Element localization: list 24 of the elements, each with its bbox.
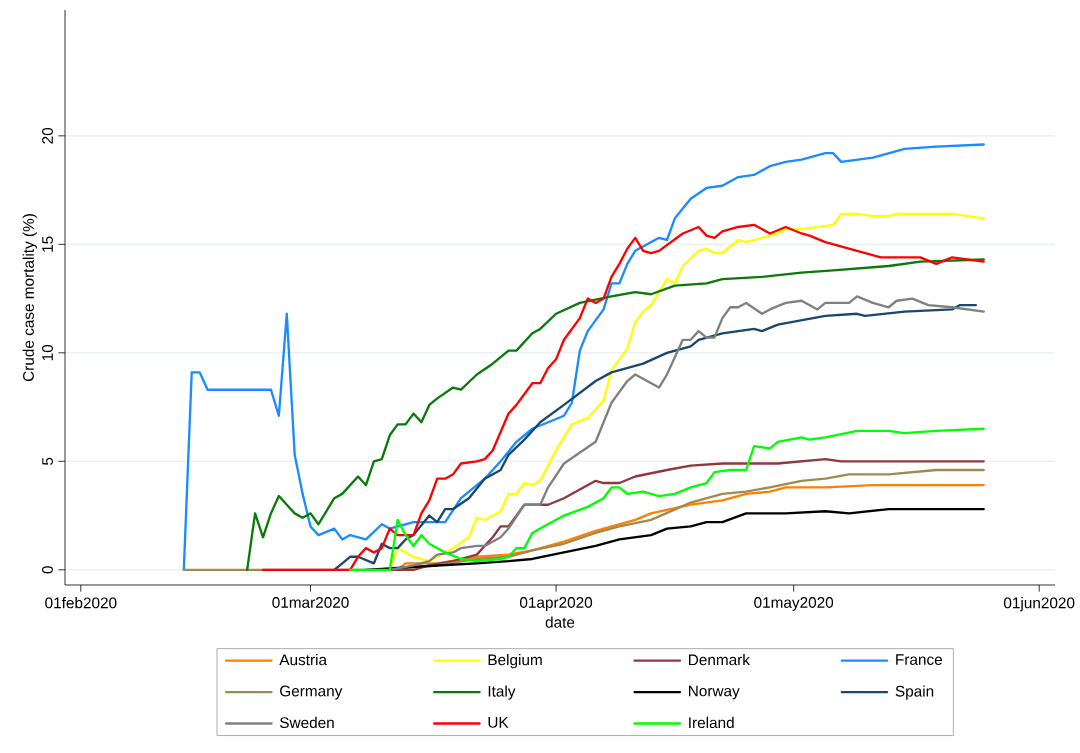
legend-label: Spain (895, 685, 934, 700)
y-axis-title: Crude case mortality (%) (22, 214, 37, 382)
x-tick-label: 01feb2020 (45, 597, 117, 609)
x-tick-label: 01apr2020 (519, 597, 593, 611)
x-tick-label: 01jun2020 (1003, 597, 1075, 612)
legend-label: Sweden (279, 716, 334, 729)
y-tick-label: 5 (42, 457, 53, 465)
line-series (348, 427, 985, 571)
legend-label: Germany (280, 685, 343, 700)
legend-label: Denmark (689, 653, 750, 666)
x-tick-label: 01may2020 (754, 597, 834, 611)
legend-label: UK (488, 717, 509, 728)
legend-label: France (896, 654, 942, 665)
y-tick-label: 20 (42, 127, 53, 144)
x-tick-label: 01mar2020 (272, 597, 349, 608)
legend-label: Norway (689, 685, 740, 700)
legend-label: Ireland (689, 716, 734, 729)
y-tick-label: 0 (42, 566, 53, 574)
y-tick-label: 10 (42, 344, 53, 361)
x-axis-title: date (545, 616, 575, 628)
legend-label: Austria (279, 653, 328, 666)
legend-label: Belgium (488, 653, 542, 669)
legend-label: Italy (488, 685, 516, 700)
y-tick-label: 15 (42, 236, 53, 252)
